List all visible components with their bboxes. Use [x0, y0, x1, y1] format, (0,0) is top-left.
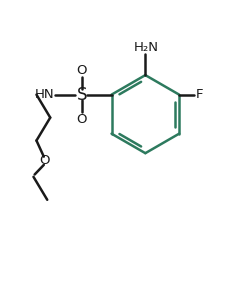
Text: S: S [76, 86, 87, 104]
Text: O: O [76, 113, 87, 126]
Text: O: O [39, 154, 50, 167]
Text: H₂N: H₂N [134, 41, 159, 54]
Text: O: O [76, 64, 87, 77]
Text: F: F [196, 88, 203, 101]
Text: HN: HN [35, 88, 55, 101]
